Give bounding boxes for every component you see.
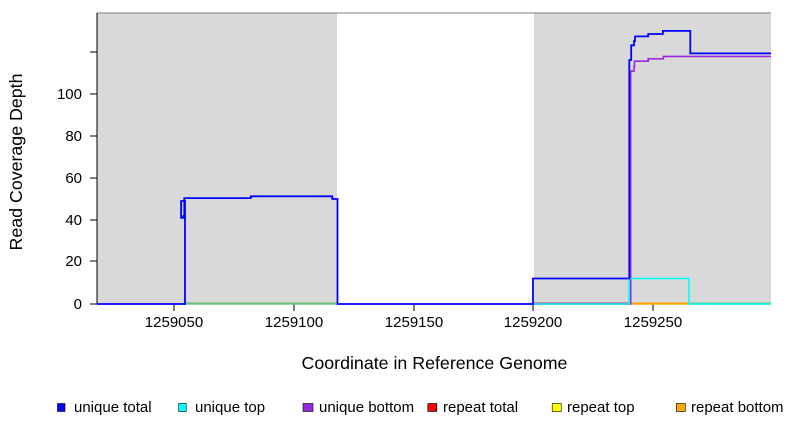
svg-text:repeat top: repeat top [567, 399, 635, 416]
svg-text:60: 60 [65, 170, 82, 187]
svg-text:80: 80 [65, 128, 82, 145]
svg-text:unique top: unique top [195, 399, 265, 416]
svg-text:1259150: 1259150 [385, 314, 443, 331]
svg-text:repeat total: repeat total [443, 399, 518, 416]
svg-text:0: 0 [74, 296, 82, 313]
svg-text:Read Coverage Depth: Read Coverage Depth [6, 74, 26, 251]
svg-text:unique bottom: unique bottom [319, 399, 414, 416]
svg-text:40: 40 [65, 212, 82, 229]
svg-text:1259050: 1259050 [145, 314, 203, 331]
svg-text:20: 20 [65, 253, 82, 270]
svg-text:1259200: 1259200 [504, 314, 562, 331]
svg-text:1259250: 1259250 [624, 314, 682, 331]
svg-text:1259100: 1259100 [265, 314, 323, 331]
svg-text:Coordinate in Reference Genome: Coordinate in Reference Genome [302, 353, 568, 373]
svg-text:unique total: unique total [74, 399, 152, 416]
svg-text:repeat bottom: repeat bottom [691, 399, 784, 416]
svg-text:100: 100 [57, 86, 82, 103]
